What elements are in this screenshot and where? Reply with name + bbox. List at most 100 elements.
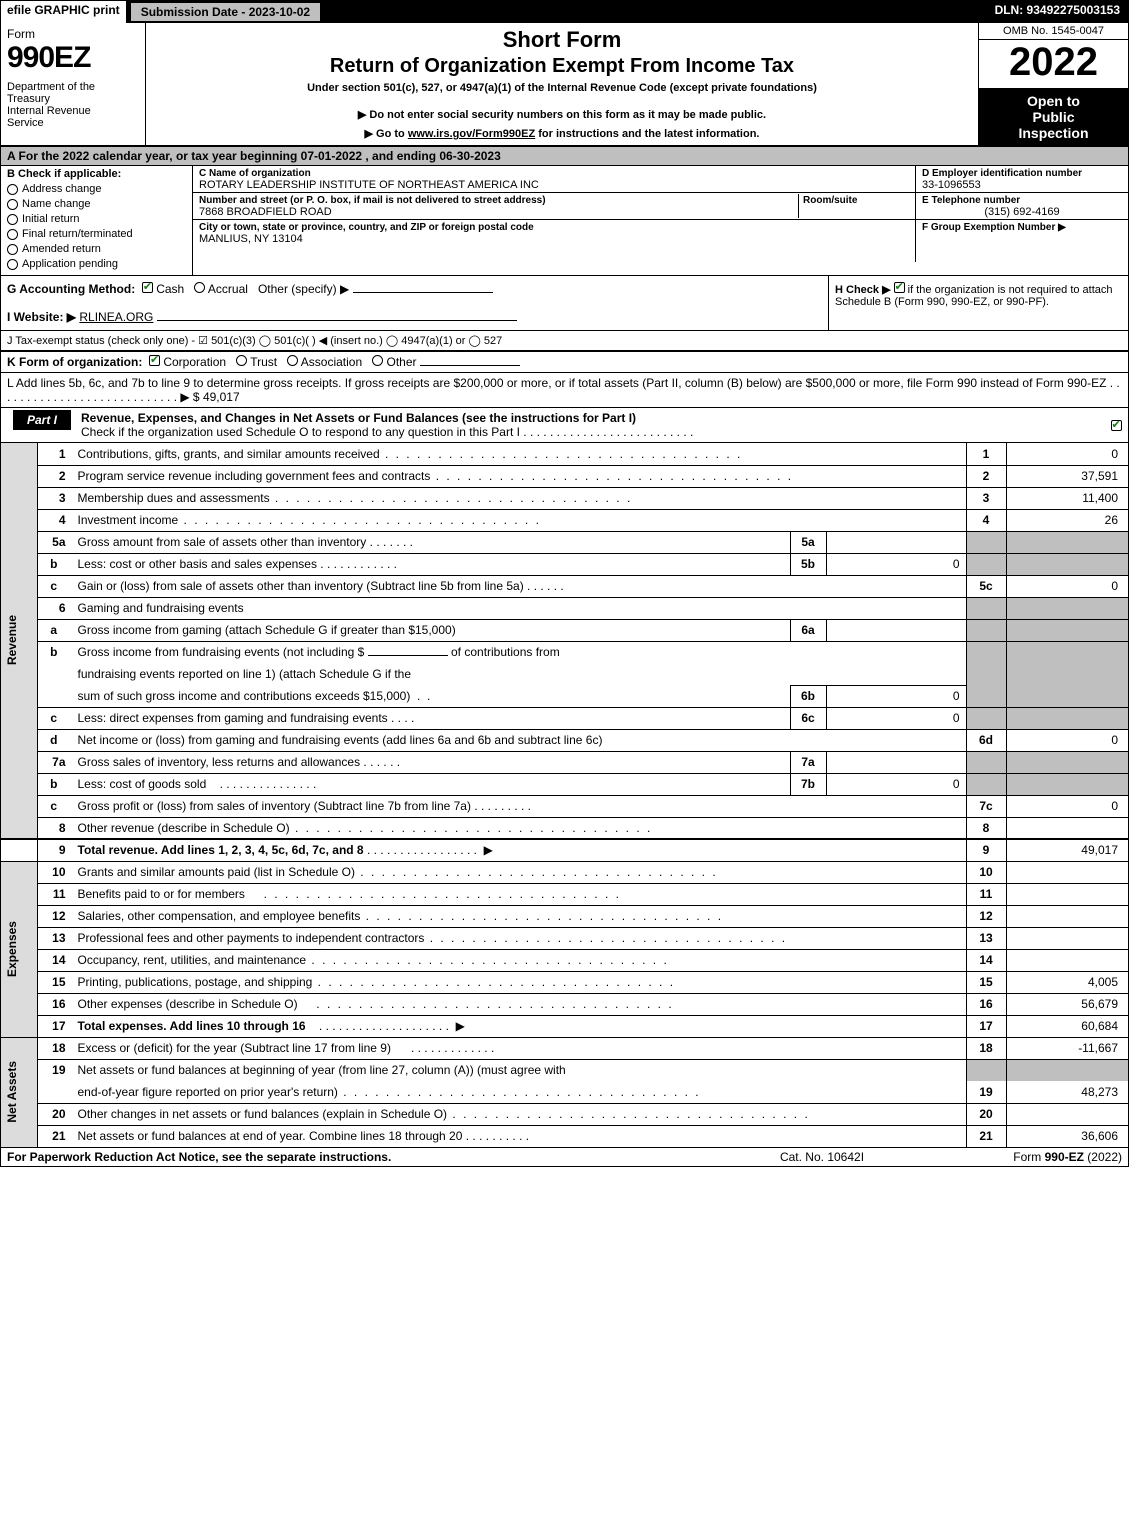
goto-text: ▶ Go to www.irs.gov/Form990EZ for instru…: [154, 127, 970, 140]
line-2-amt: 37,591: [1006, 465, 1128, 487]
row-h-pre: H Check ▶: [835, 284, 891, 296]
l6b-blank[interactable]: [368, 655, 448, 656]
line-19-num: 19: [38, 1059, 74, 1081]
line-7b-col-shade: [966, 773, 1006, 795]
other-org-input[interactable]: [420, 365, 520, 366]
row-g-h: G Accounting Method: Cash Accrual Other …: [1, 276, 1128, 331]
other-org-checkbox[interactable]: [372, 355, 383, 366]
trust-checkbox[interactable]: [236, 355, 247, 366]
short-form-title: Short Form: [154, 27, 970, 53]
l17-text: Total expenses. Add lines 10 through 16: [78, 1019, 306, 1033]
line-6b-col-shade2: [966, 663, 1006, 685]
accrual-label: Accrual: [208, 282, 248, 296]
part-1-title-bold: Revenue, Expenses, and Changes in Net As…: [81, 411, 636, 425]
line-7a-desc: Gross sales of inventory, less returns a…: [74, 751, 791, 773]
schedule-b-checkbox[interactable]: [894, 282, 905, 293]
line-9-amt: 49,017: [1006, 839, 1128, 861]
line-9-num: 9: [38, 839, 74, 861]
goto-link[interactable]: www.irs.gov/Form990EZ: [408, 128, 535, 140]
do-not-enter-text: ▶ Do not enter social security numbers o…: [154, 108, 970, 121]
line-3-amt: 11,400: [1006, 487, 1128, 509]
line-6b-desc1: Gross income from fundraising events (no…: [74, 641, 967, 663]
line-14-num: 14: [38, 949, 74, 971]
line-17-amt: 60,684: [1006, 1015, 1128, 1037]
corporation-label: Corporation: [163, 355, 226, 369]
line-6b-amt-shade3: [1006, 685, 1128, 707]
line-6b-col-shade3: [966, 685, 1006, 707]
line-21-num: 21: [38, 1125, 74, 1147]
line-7a-inner-label: 7a: [790, 751, 826, 773]
line-6b-desc2: fundraising events reported on line 1) (…: [74, 663, 967, 685]
line-4-num: 4: [38, 509, 74, 531]
line-12-amt: [1006, 905, 1128, 927]
accrual-checkbox[interactable]: [194, 282, 205, 293]
street-label: Number and street (or P. O. box, if mail…: [199, 195, 546, 206]
header-right: OMB No. 1545-0047 2022 Open to Public In…: [978, 23, 1128, 145]
l19-text2: end-of-year figure reported on prior yea…: [78, 1085, 338, 1099]
line-17-col: 17: [966, 1015, 1006, 1037]
corporation-checkbox[interactable]: [149, 355, 160, 366]
row-g-label: G Accounting Method:: [7, 282, 135, 296]
line-6c-amt-shade: [1006, 707, 1128, 729]
form-990ez-page: efile GRAPHIC print Submission Date - 20…: [0, 0, 1129, 1167]
line-5c-col: 5c: [966, 575, 1006, 597]
l6b-t1: Gross income from fundraising events (no…: [78, 645, 365, 659]
line-2-desc: Program service revenue including govern…: [74, 465, 967, 487]
final-return-checkbox[interactable]: [7, 229, 18, 240]
street-value: 7868 BROADFIELD ROAD: [199, 206, 332, 218]
initial-return-checkbox[interactable]: [7, 214, 18, 225]
amended-return-checkbox[interactable]: [7, 244, 18, 255]
box-c-city: City or town, state or province, country…: [193, 220, 915, 262]
line-3-num: 3: [38, 487, 74, 509]
l1-text: Contributions, gifts, grants, and simila…: [78, 447, 380, 461]
footer-form-no: 990-EZ: [1045, 1150, 1084, 1164]
section-b-through-f: B Check if applicable: Address change Na…: [1, 166, 1128, 276]
row-k: K Form of organization: Corporation Trus…: [1, 352, 1128, 373]
address-change-checkbox[interactable]: [7, 184, 18, 195]
box-f: F Group Exemption Number ▶: [916, 220, 1128, 262]
line-2-num: 2: [38, 465, 74, 487]
line-14-col: 14: [966, 949, 1006, 971]
website-underline: [157, 320, 517, 321]
line-15-num: 15: [38, 971, 74, 993]
return-title: Return of Organization Exempt From Incom…: [154, 55, 970, 78]
line-7b-desc: Less: cost of goods sold . . . . . . . .…: [74, 773, 791, 795]
box-d-label: D Employer identification number: [922, 168, 1082, 179]
row-k-label: K Form of organization:: [7, 355, 142, 369]
line-6-col-shade: [966, 597, 1006, 619]
l13-text: Professional fees and other payments to …: [78, 931, 425, 945]
telephone-value: (315) 692-4169: [922, 206, 1122, 218]
line-11-col: 11: [966, 883, 1006, 905]
amended-return-label: Amended return: [22, 243, 101, 255]
line-18-amt: -11,667: [1006, 1037, 1128, 1059]
line-19-col: 19: [966, 1081, 1006, 1103]
other-specify-input[interactable]: [353, 292, 493, 293]
association-checkbox[interactable]: [287, 355, 298, 366]
under-section-text: Under section 501(c), 527, or 4947(a)(1)…: [154, 82, 970, 94]
spacer-vlabel: [1, 839, 38, 861]
l8-text: Other revenue (describe in Schedule O): [78, 821, 290, 835]
line-21-desc: Net assets or fund balances at end of ye…: [74, 1125, 967, 1147]
schedule-o-checkbox[interactable]: [1111, 420, 1122, 431]
line-6a-amt-shade: [1006, 619, 1128, 641]
l5b-text: Less: cost or other basis and sales expe…: [78, 557, 317, 571]
line-5b-col-shade: [966, 553, 1006, 575]
footer-right: Form 990-EZ (2022): [922, 1150, 1122, 1164]
line-11-amt: [1006, 883, 1128, 905]
line-6-num: 6: [38, 597, 74, 619]
line-2-col: 2: [966, 465, 1006, 487]
website-link[interactable]: RLINEA.ORG: [79, 310, 153, 324]
line-7c-num: c: [38, 795, 74, 817]
line-15-desc: Printing, publications, postage, and shi…: [74, 971, 967, 993]
row-h: H Check ▶ if the organization is not req…: [828, 276, 1128, 330]
line-8-amt: [1006, 817, 1128, 839]
line-18-col: 18: [966, 1037, 1006, 1059]
cash-checkbox[interactable]: [142, 282, 153, 293]
line-16-col: 16: [966, 993, 1006, 1015]
line-5c-amt: 0: [1006, 575, 1128, 597]
dln-label: DLN: 93492275003153: [987, 1, 1128, 23]
name-change-checkbox[interactable]: [7, 199, 18, 210]
col-b-header: B Check if applicable:: [7, 168, 186, 180]
application-pending-label: Application pending: [22, 258, 118, 270]
application-pending-checkbox[interactable]: [7, 259, 18, 270]
